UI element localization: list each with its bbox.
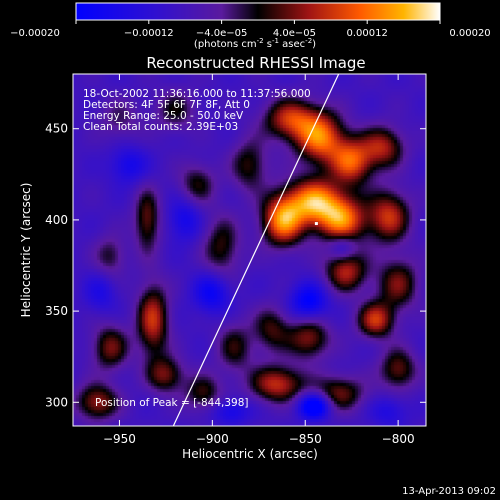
annotation-block: 18-Oct-2002 11:36:16.000 to 11:37:56.000… — [83, 88, 311, 133]
y-axis-label: Heliocentric Y (arcsec) — [19, 183, 33, 318]
plot-frame — [72, 73, 427, 427]
y-tick-label: 400 — [45, 213, 68, 227]
heatmap-area — [73, 74, 426, 426]
peak-marker — [314, 222, 318, 226]
peak-position-label: Position of Peak = [-844,398] — [95, 397, 249, 409]
colorbar-tick-label: 4.0e−05 — [273, 28, 316, 39]
y-tick-label: 450 — [45, 122, 68, 136]
peak-dot — [314, 222, 318, 226]
x-tick-label: −800 — [382, 432, 415, 446]
annotation-detectors: Detectors: 4F 5F 6F 7F 8F, Att 0 — [83, 99, 250, 111]
x-tick-label: −950 — [103, 432, 136, 446]
annotation-clean: Clean Total counts: 2.39E+03 — [83, 121, 238, 133]
annotation-time: 18-Oct-2002 11:36:16.000 to 11:37:56.000 — [83, 88, 311, 100]
y-axis-ticks: 300 350 400 450 — [45, 122, 426, 409]
colorbar-tick-label: 0.00020 — [449, 28, 490, 39]
annotation-energy: Energy Range: 25.0 - 50.0 keV — [83, 110, 244, 122]
colorbar-units: (photons cm-2 s-1 asec-2) — [194, 37, 316, 50]
x-axis-label: Heliocentric X (arcsec) — [182, 447, 318, 461]
colorbar-gradient — [75, 2, 441, 21]
x-tick-label: −850 — [289, 432, 322, 446]
y-tick-label: 350 — [45, 304, 68, 318]
footer-timestamp: 13-Apr-2013 09:02 — [402, 486, 496, 497]
x-axis-ticks: −950 −900 −850 −800 — [103, 74, 415, 446]
colorbar-ticks: −0.00020 −0.00012 −4.0e−05 4.0e−05 0.00012 0.… — [10, 20, 491, 39]
y-tick-label: 300 — [45, 395, 68, 409]
solar-limb-line — [172, 74, 340, 426]
colorbar-tick-label: −0.00020 — [10, 28, 60, 39]
colorbar: −0.00020 −0.00012 −4.0e−05 4.0e−05 0.00012 0.… — [10, 2, 491, 50]
colorbar-tick-label: −4.0e−05 — [196, 28, 248, 39]
x-tick-label: −900 — [196, 432, 229, 446]
heatmap-canvas — [73, 74, 426, 426]
colorbar-tick-label: 0.00012 — [347, 28, 388, 39]
chart-title: Reconstructed RHESSI Image — [146, 54, 365, 72]
colorbar-tick-label: −0.00012 — [124, 28, 174, 39]
